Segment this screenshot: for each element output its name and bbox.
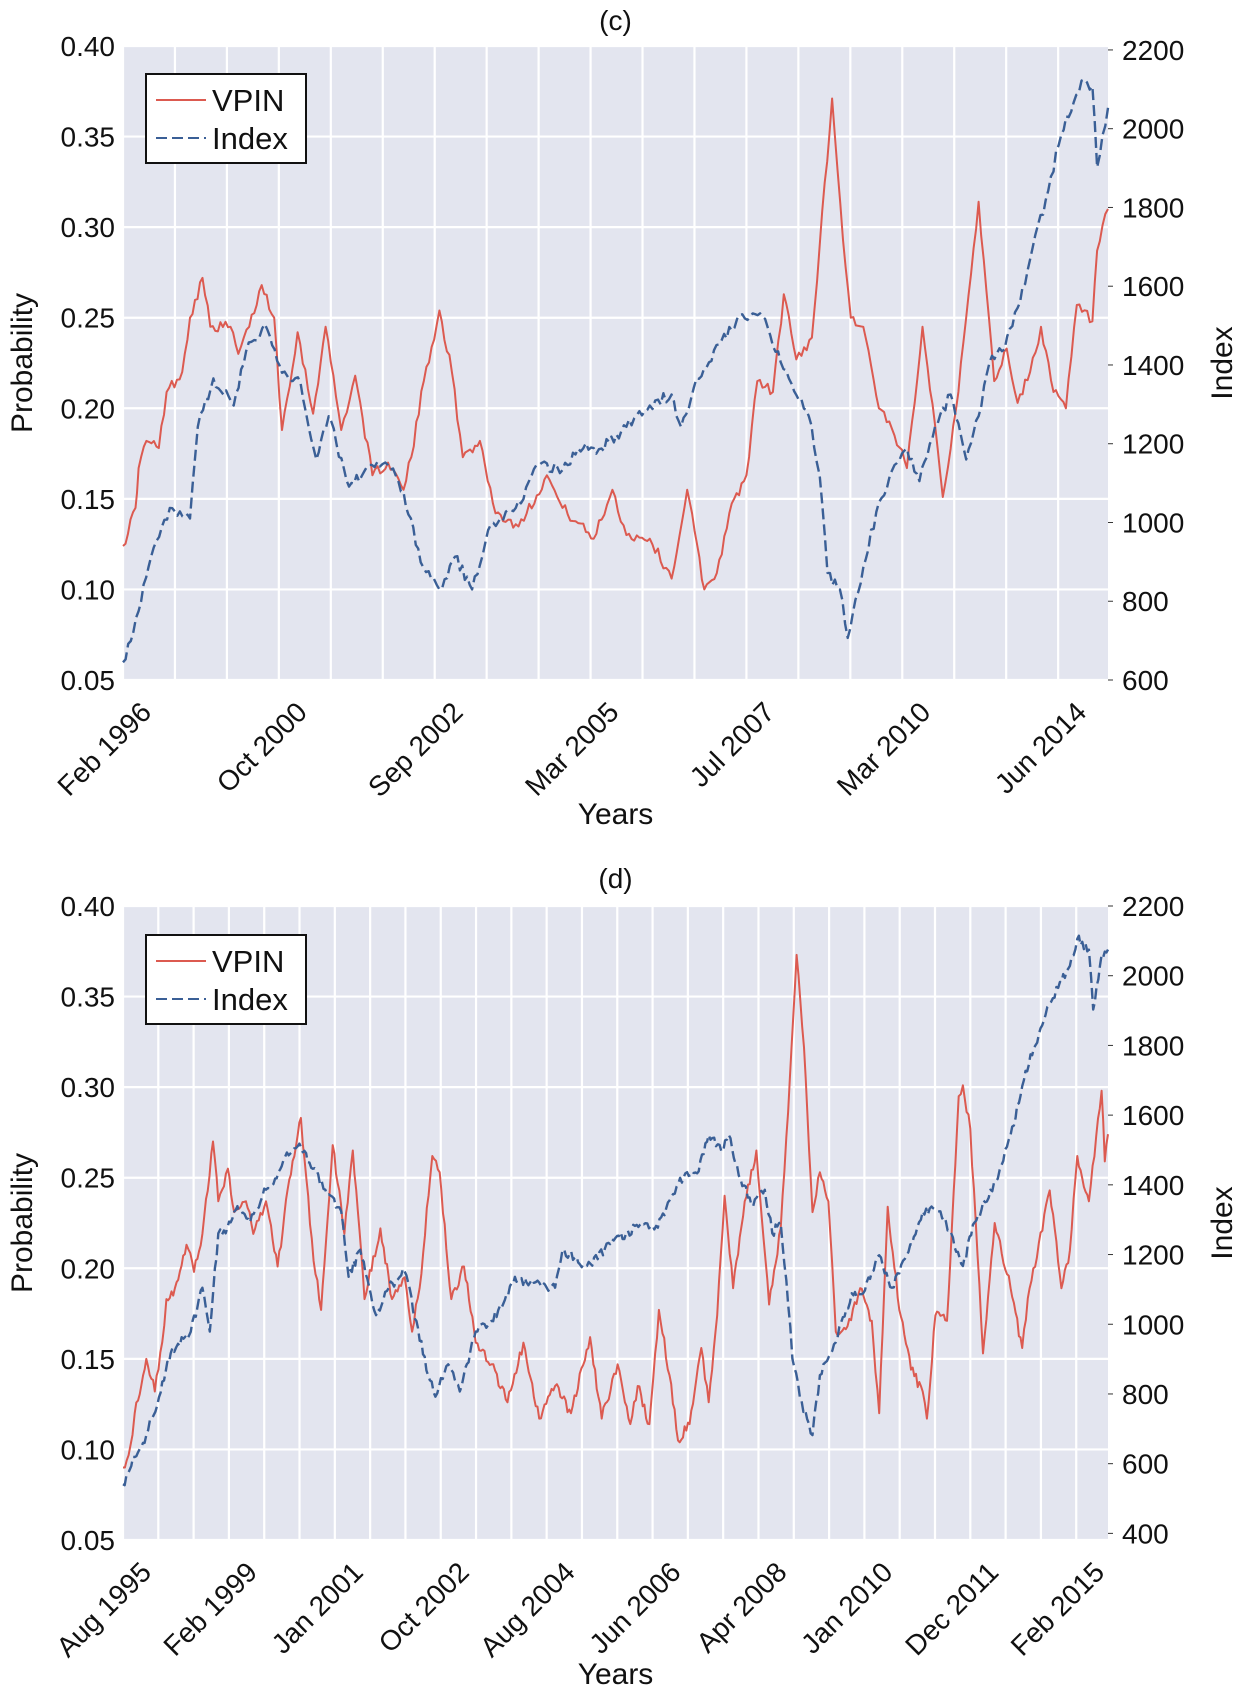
legend-label-index: Index — [212, 982, 288, 1017]
x-tick-label: Feb 1996 — [52, 696, 158, 802]
x-tick-label: Feb 1999 — [157, 1556, 263, 1662]
y-tick-label: 0.30 — [61, 212, 116, 243]
x-tick-label: Apr 2008 — [690, 1556, 792, 1658]
chart-c: 0.05 0.10 0.15 0.20 0.25 0.30 0.35 0.40 600 800 10… — [6, 5, 1239, 831]
legend-label-vpin: VPIN — [212, 83, 284, 118]
x-tick-label: Jul 2007 — [684, 696, 781, 793]
series-line-index — [122, 78, 1110, 664]
y2-tick-label: 1600 — [1122, 271, 1184, 302]
y-tick-label: 0.35 — [61, 982, 116, 1013]
y2-tick-label: 400 — [1122, 1518, 1169, 1549]
x-axis-label: Years — [578, 1658, 654, 1691]
y2-tick-label: 1200 — [1122, 1240, 1184, 1271]
x-tick-label: Sep 2002 — [362, 696, 469, 803]
y2-tick-label: 1800 — [1122, 1030, 1184, 1061]
legend-box — [145, 73, 307, 164]
y2-tick-label: 800 — [1122, 1379, 1169, 1410]
y2-tick-label: 2200 — [1122, 891, 1184, 922]
y-tick-label: 0.15 — [61, 1344, 116, 1375]
x-tick-label: Mar 2010 — [831, 696, 937, 802]
x-tick-label: Oct 2000 — [211, 696, 313, 798]
legend-label-index: Index — [212, 121, 288, 156]
x-tick-label: Jun 2014 — [989, 696, 1092, 799]
y2-tick-label: 2200 — [1122, 35, 1184, 66]
y2-tick-label: 1400 — [1122, 350, 1184, 381]
y2-axis-label: Index — [1206, 326, 1239, 399]
series-line-vpin — [123, 953, 1109, 1469]
x-tick-label: Aug 2004 — [474, 1556, 581, 1663]
chart-title: (d) — [598, 863, 632, 894]
y-axis-label: Probability — [6, 1153, 39, 1293]
x-tick-label: Mar 2005 — [519, 696, 625, 802]
y-tick-label: 0.10 — [61, 574, 116, 605]
y2-tick-label: 1400 — [1122, 1170, 1184, 1201]
chart-title: (c) — [599, 5, 632, 36]
y-tick-label: 0.40 — [61, 31, 116, 62]
y-tick-label: 0.20 — [61, 1253, 116, 1284]
y-tick-label: 0.15 — [61, 484, 116, 515]
y-tick-label: 0.25 — [61, 1163, 116, 1194]
y-tick-label: 0.25 — [61, 303, 116, 334]
y-tick-label: 0.20 — [61, 393, 116, 424]
y2-tick-label: 600 — [1122, 1449, 1169, 1480]
y2-tick-label: 1000 — [1122, 507, 1184, 538]
y2-tick-label: 1000 — [1122, 1309, 1184, 1340]
legend-box — [145, 934, 307, 1025]
y-tick-label: 0.30 — [61, 1072, 116, 1103]
y2-tick-label: 1200 — [1122, 429, 1184, 460]
y-tick-label: 0.05 — [61, 1525, 116, 1556]
x-axis-label: Years — [578, 798, 654, 831]
y-tick-label: 0.05 — [61, 665, 116, 696]
y2-axis-label: Index — [1206, 1186, 1239, 1259]
legend-label-vpin: VPIN — [212, 944, 284, 979]
y-tick-label: 0.35 — [61, 122, 116, 153]
y2-tick-label: 1800 — [1122, 192, 1184, 223]
series-line-index — [122, 934, 1110, 1487]
y2-tick-label: 2000 — [1122, 114, 1184, 145]
y-tick-label: 0.40 — [61, 891, 116, 922]
chart-d: 0.05 0.10 0.15 0.20 0.25 0.30 0.35 0.40 400 600 80… — [6, 863, 1239, 1691]
y-tick-label: 0.10 — [61, 1434, 116, 1465]
series-line-vpin — [122, 97, 1109, 591]
x-tick-label: Jun 2006 — [583, 1556, 686, 1659]
x-tick-label: Dec 2011 — [899, 1556, 1004, 1661]
x-tick-label: Aug 1995 — [50, 1556, 157, 1663]
y2-tick-label: 800 — [1122, 586, 1169, 617]
x-tick-label: Oct 2002 — [373, 1556, 475, 1658]
y2-tick-label: 1600 — [1122, 1100, 1184, 1131]
x-tick-label: Jan 2001 — [266, 1556, 369, 1659]
x-tick-label: Feb 2015 — [1005, 1556, 1111, 1662]
y2-tick-label: 600 — [1122, 665, 1169, 696]
x-tick-label: Jan 2010 — [795, 1556, 898, 1659]
y-axis-label: Probability — [6, 293, 39, 433]
y2-tick-label: 2000 — [1122, 961, 1184, 992]
